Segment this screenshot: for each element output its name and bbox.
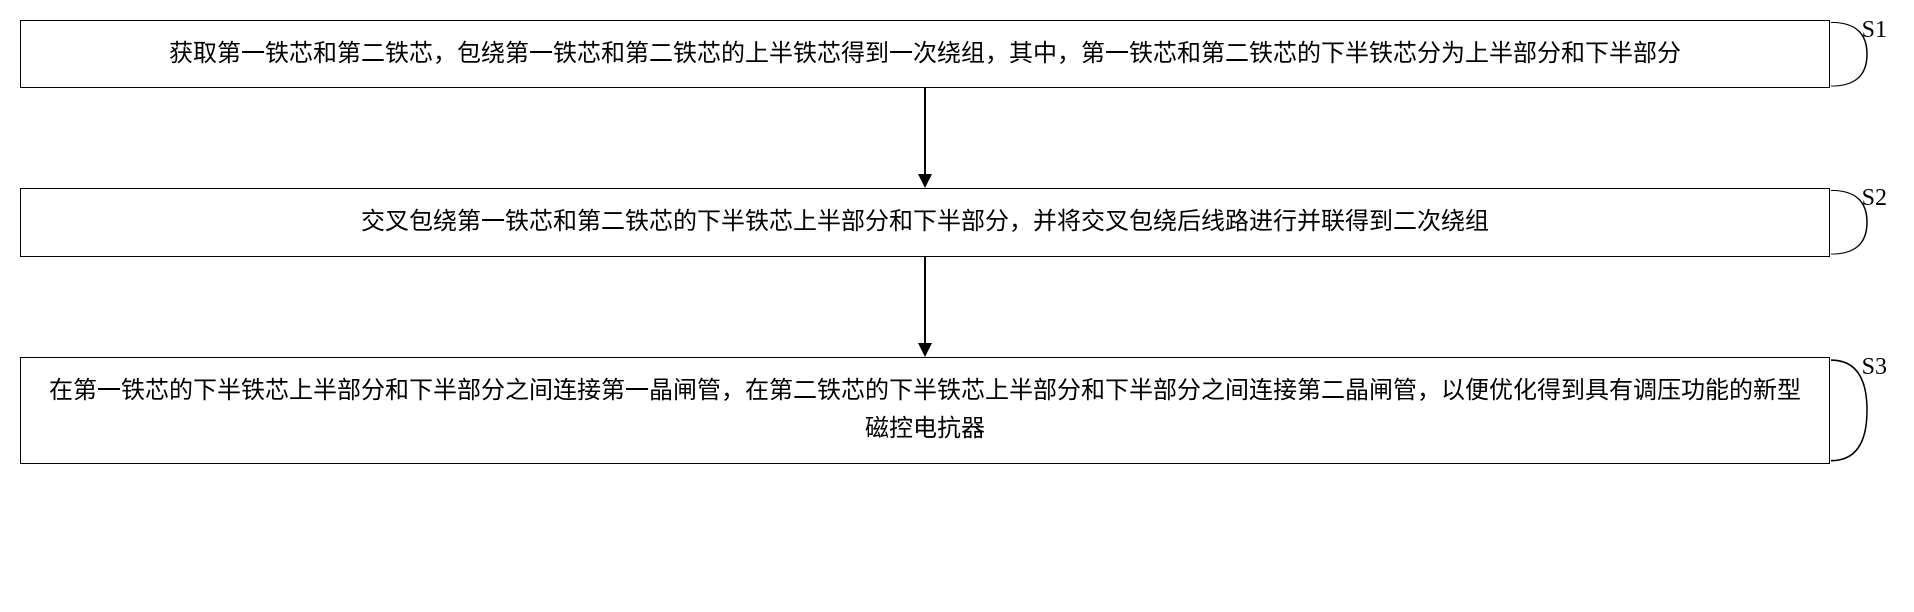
arrow-head-icon <box>918 343 932 357</box>
arrow-s1-s2 <box>20 88 1830 188</box>
arrow-line-icon <box>924 88 926 174</box>
step-label-s2: S2 <box>1862 179 1887 217</box>
step-label-s3: S3 <box>1862 348 1887 386</box>
step-label-s1: S1 <box>1862 11 1887 49</box>
step-box-s2: S2 交叉包绕第一铁芯和第二铁芯的下半铁芯上半部分和下半部分，并将交叉包绕后线路… <box>20 188 1830 256</box>
arrow-head-icon <box>918 174 932 188</box>
step-text-s1: 获取第一铁芯和第二铁芯，包绕第一铁芯和第二铁芯的上半铁芯得到一次绕组，其中，第一… <box>169 35 1681 73</box>
arrow-s2-s3 <box>20 257 1830 357</box>
step-text-s2: 交叉包绕第一铁芯和第二铁芯的下半铁芯上半部分和下半部分，并将交叉包绕后线路进行并… <box>361 203 1489 241</box>
arrow-line-icon <box>924 257 926 343</box>
step-box-s1: S1 获取第一铁芯和第二铁芯，包绕第一铁芯和第二铁芯的上半铁芯得到一次绕组，其中… <box>20 20 1830 88</box>
flowchart-container: S1 获取第一铁芯和第二铁芯，包绕第一铁芯和第二铁芯的上半铁芯得到一次绕组，其中… <box>20 20 1894 464</box>
step-box-s3: S3 在第一铁芯的下半铁芯上半部分和下半部分之间连接第一晶闸管，在第二铁芯的下半… <box>20 357 1830 464</box>
step-text-s3: 在第一铁芯的下半铁芯上半部分和下半部分之间连接第一晶闸管，在第二铁芯的下半铁芯上… <box>49 372 1801 449</box>
